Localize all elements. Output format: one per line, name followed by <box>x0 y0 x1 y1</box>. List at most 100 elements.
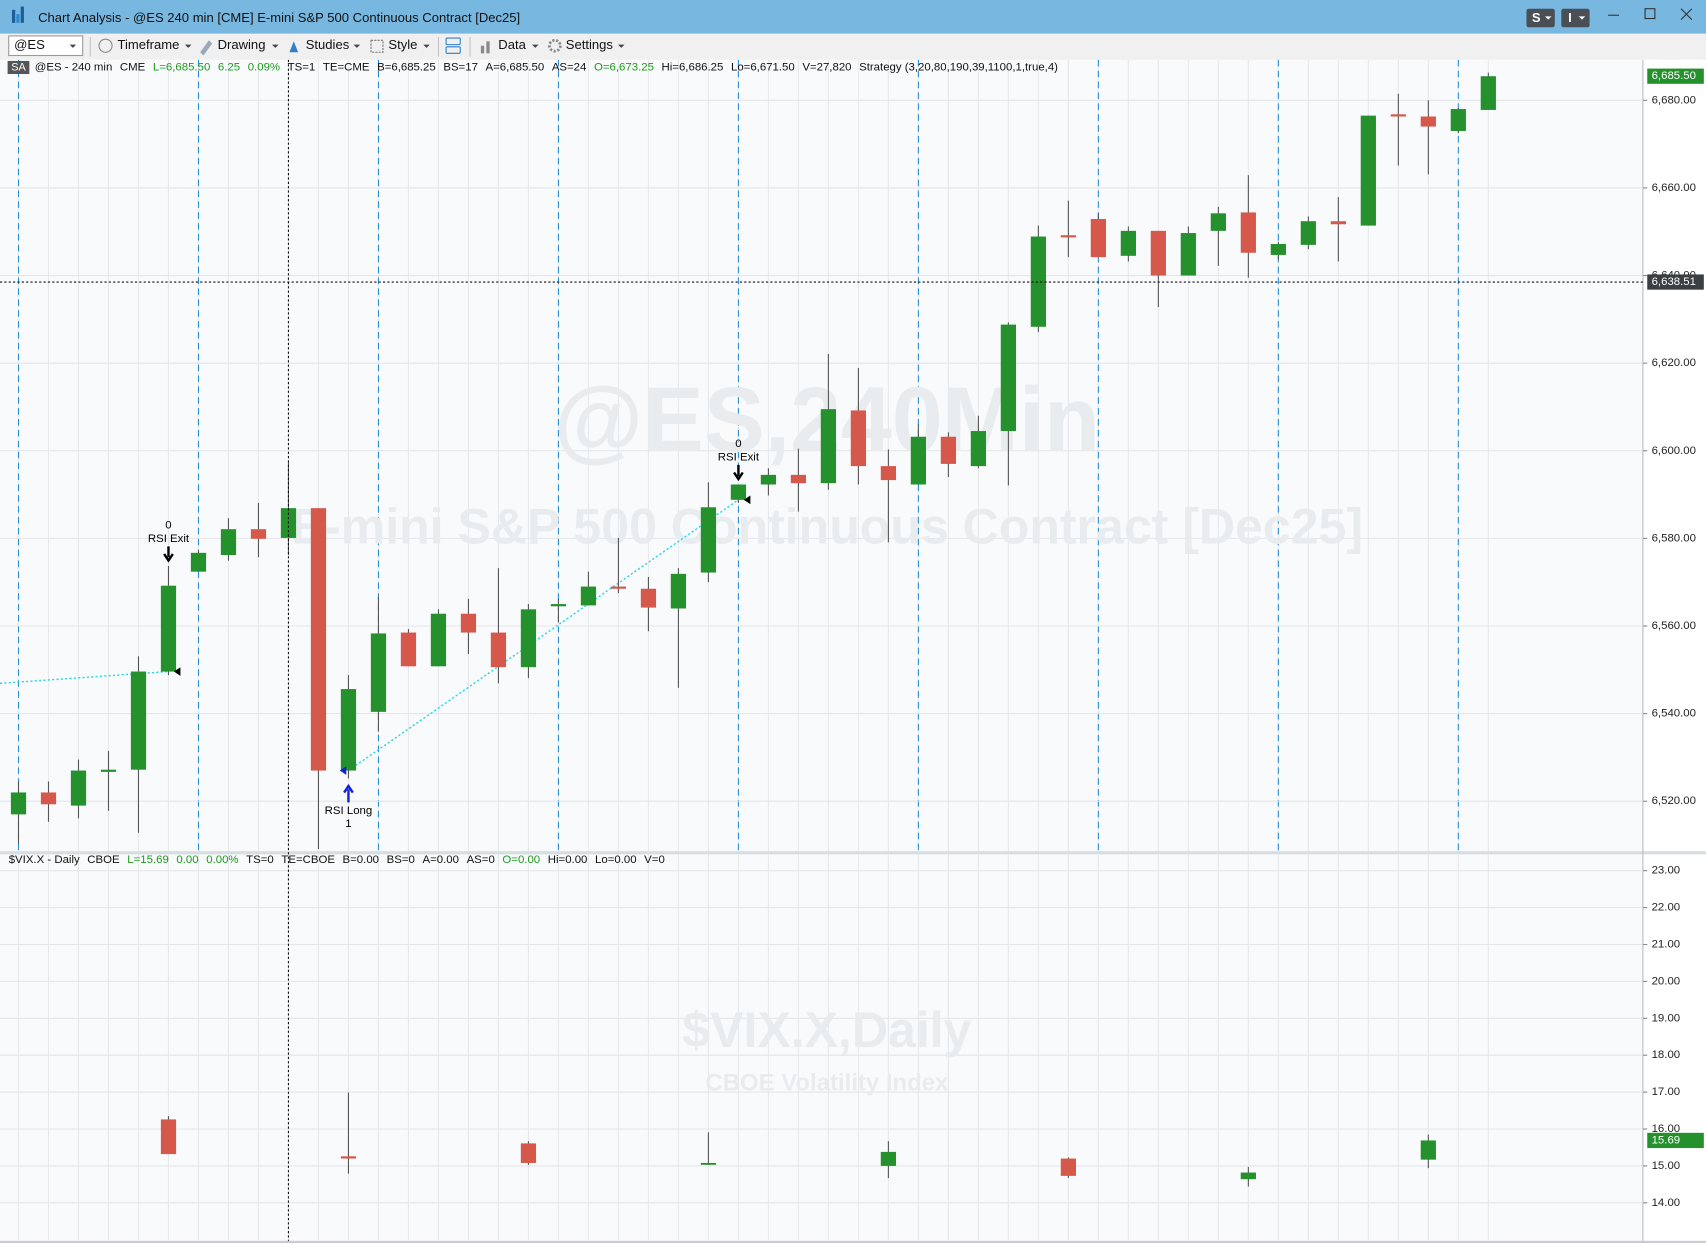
y-tick-label: 19.00 <box>1652 1012 1681 1024</box>
candle-body <box>880 466 897 481</box>
candle-body <box>910 436 927 485</box>
i-button[interactable] <box>1561 8 1590 28</box>
s-button-label[interactable]: S <box>1532 10 1541 25</box>
toolbar-item[interactable]: Settings <box>566 37 614 52</box>
candle-body <box>520 1143 537 1163</box>
bottom-border <box>0 1240 1706 1243</box>
close-button[interactable] <box>1680 8 1693 20</box>
info-item: 0.00 <box>176 854 198 866</box>
layout-icon[interactable] <box>445 37 461 54</box>
info-item: Lo=0.00 <box>595 854 637 866</box>
symbol-input[interactable]: @ES <box>14 37 45 52</box>
candle-body <box>70 770 87 806</box>
info-item: Lo=6,671.50 <box>731 61 795 73</box>
entry-arrow <box>343 783 354 803</box>
candle-body <box>550 604 567 607</box>
toolbar-item[interactable]: Data <box>498 37 526 52</box>
last-price-label: 15.69 <box>1652 1134 1681 1146</box>
annotation-label: RSI Exit <box>718 451 760 463</box>
info-item: Hi=0.00 <box>548 854 588 866</box>
candle-body <box>580 586 597 606</box>
info-item: BS=17 <box>443 61 478 73</box>
dropdown-arrow <box>423 44 430 48</box>
s-button[interactable] <box>1526 8 1555 28</box>
y-tick-label: 17.00 <box>1652 1086 1681 1098</box>
y-tick-label: 15.00 <box>1652 1160 1681 1172</box>
candle-body <box>1480 76 1496 110</box>
i-button-arrow <box>1578 16 1586 20</box>
info-item: BS=0 <box>387 854 415 866</box>
app-icon <box>11 6 24 23</box>
candle-body <box>340 689 357 771</box>
candle-body <box>1000 324 1016 432</box>
candle-body <box>700 507 717 573</box>
i-button-label[interactable]: I <box>1568 10 1572 25</box>
y-tick-label: 6,620.00 <box>1652 357 1696 369</box>
fill-marker <box>743 495 751 505</box>
candle-body <box>1270 243 1286 255</box>
exit-arrow <box>163 546 174 563</box>
toolbar-item[interactable]: Studies <box>306 37 350 52</box>
dropdown-arrow <box>532 44 539 48</box>
last-price-label: 6,685.50 <box>1652 70 1696 82</box>
candle-body <box>160 585 177 672</box>
info-item: TS=1 <box>288 61 316 73</box>
watermark: $VIX.X,Daily <box>682 1002 971 1058</box>
candle-body <box>1030 236 1046 327</box>
info-item: V=0 <box>644 854 665 866</box>
info-item: Strategy (3,20,80,190,39,1100,1,true,4) <box>859 61 1058 73</box>
candle-body <box>220 529 237 556</box>
candle-body <box>1150 230 1166 276</box>
y-tick-label: 6,560.00 <box>1652 620 1696 632</box>
toolbar-item[interactable]: Timeframe <box>118 37 180 52</box>
dropdown-arrow <box>69 44 77 48</box>
window-title: Chart Analysis - @ES 240 min [CME] E-min… <box>38 10 520 25</box>
annotation-qty: 1 <box>345 818 351 830</box>
candle-body <box>1210 213 1226 231</box>
dropdown-arrow <box>617 44 625 48</box>
info-item: 6.25 <box>218 61 240 73</box>
drawing-icon <box>200 40 213 56</box>
fill-marker <box>339 766 347 775</box>
candle-body <box>790 474 807 484</box>
dropdown-arrow <box>272 44 279 48</box>
candle-body <box>10 792 27 815</box>
candle-body <box>1390 114 1406 117</box>
info-line: @ES - 240 min CME L=6,685.50 6.25 0.09% TS=1 T… <box>35 61 1058 73</box>
candle-body <box>160 1119 177 1155</box>
info-item: B=6,685.25 <box>377 61 436 73</box>
toolbar-item[interactable]: Style <box>388 37 417 52</box>
info-item: CBOE <box>87 854 120 866</box>
info-item: B=0.00 <box>343 854 379 866</box>
toolbar-item[interactable]: Drawing <box>218 37 266 52</box>
y-tick-label: 6,680.00 <box>1652 94 1696 106</box>
watermark-subtitle: CBOE Volatility Index <box>705 1069 949 1096</box>
candle-body <box>670 573 687 609</box>
info-item: O=0.00 <box>502 854 540 866</box>
candle-body <box>1420 116 1436 127</box>
dropdown-arrow <box>353 44 361 48</box>
candle-body <box>130 671 147 770</box>
candle-body <box>760 474 777 485</box>
candle-body <box>460 613 477 633</box>
annotation-label: RSI Long <box>325 805 373 817</box>
symbol-box[interactable] <box>8 35 84 57</box>
y-tick-label: 14.00 <box>1652 1197 1681 1209</box>
y-tick-label: 6,540.00 <box>1652 708 1696 720</box>
candle-body <box>640 588 657 608</box>
last-price-box <box>1647 68 1704 84</box>
candle-body <box>820 409 837 484</box>
studies-icon <box>289 41 299 53</box>
candle-body <box>400 632 417 667</box>
y-tick-label: 21.00 <box>1652 939 1681 951</box>
maximize-button[interactable] <box>1644 8 1656 20</box>
annotation-label: RSI Exit <box>148 533 190 545</box>
candle-body <box>1060 1158 1076 1176</box>
candle-body <box>340 1156 357 1159</box>
info-item: AS=0 <box>467 854 495 866</box>
pane-divider <box>0 851 1706 855</box>
exit-arrow <box>733 464 744 482</box>
info-item: $VIX.X - Daily <box>9 854 80 866</box>
